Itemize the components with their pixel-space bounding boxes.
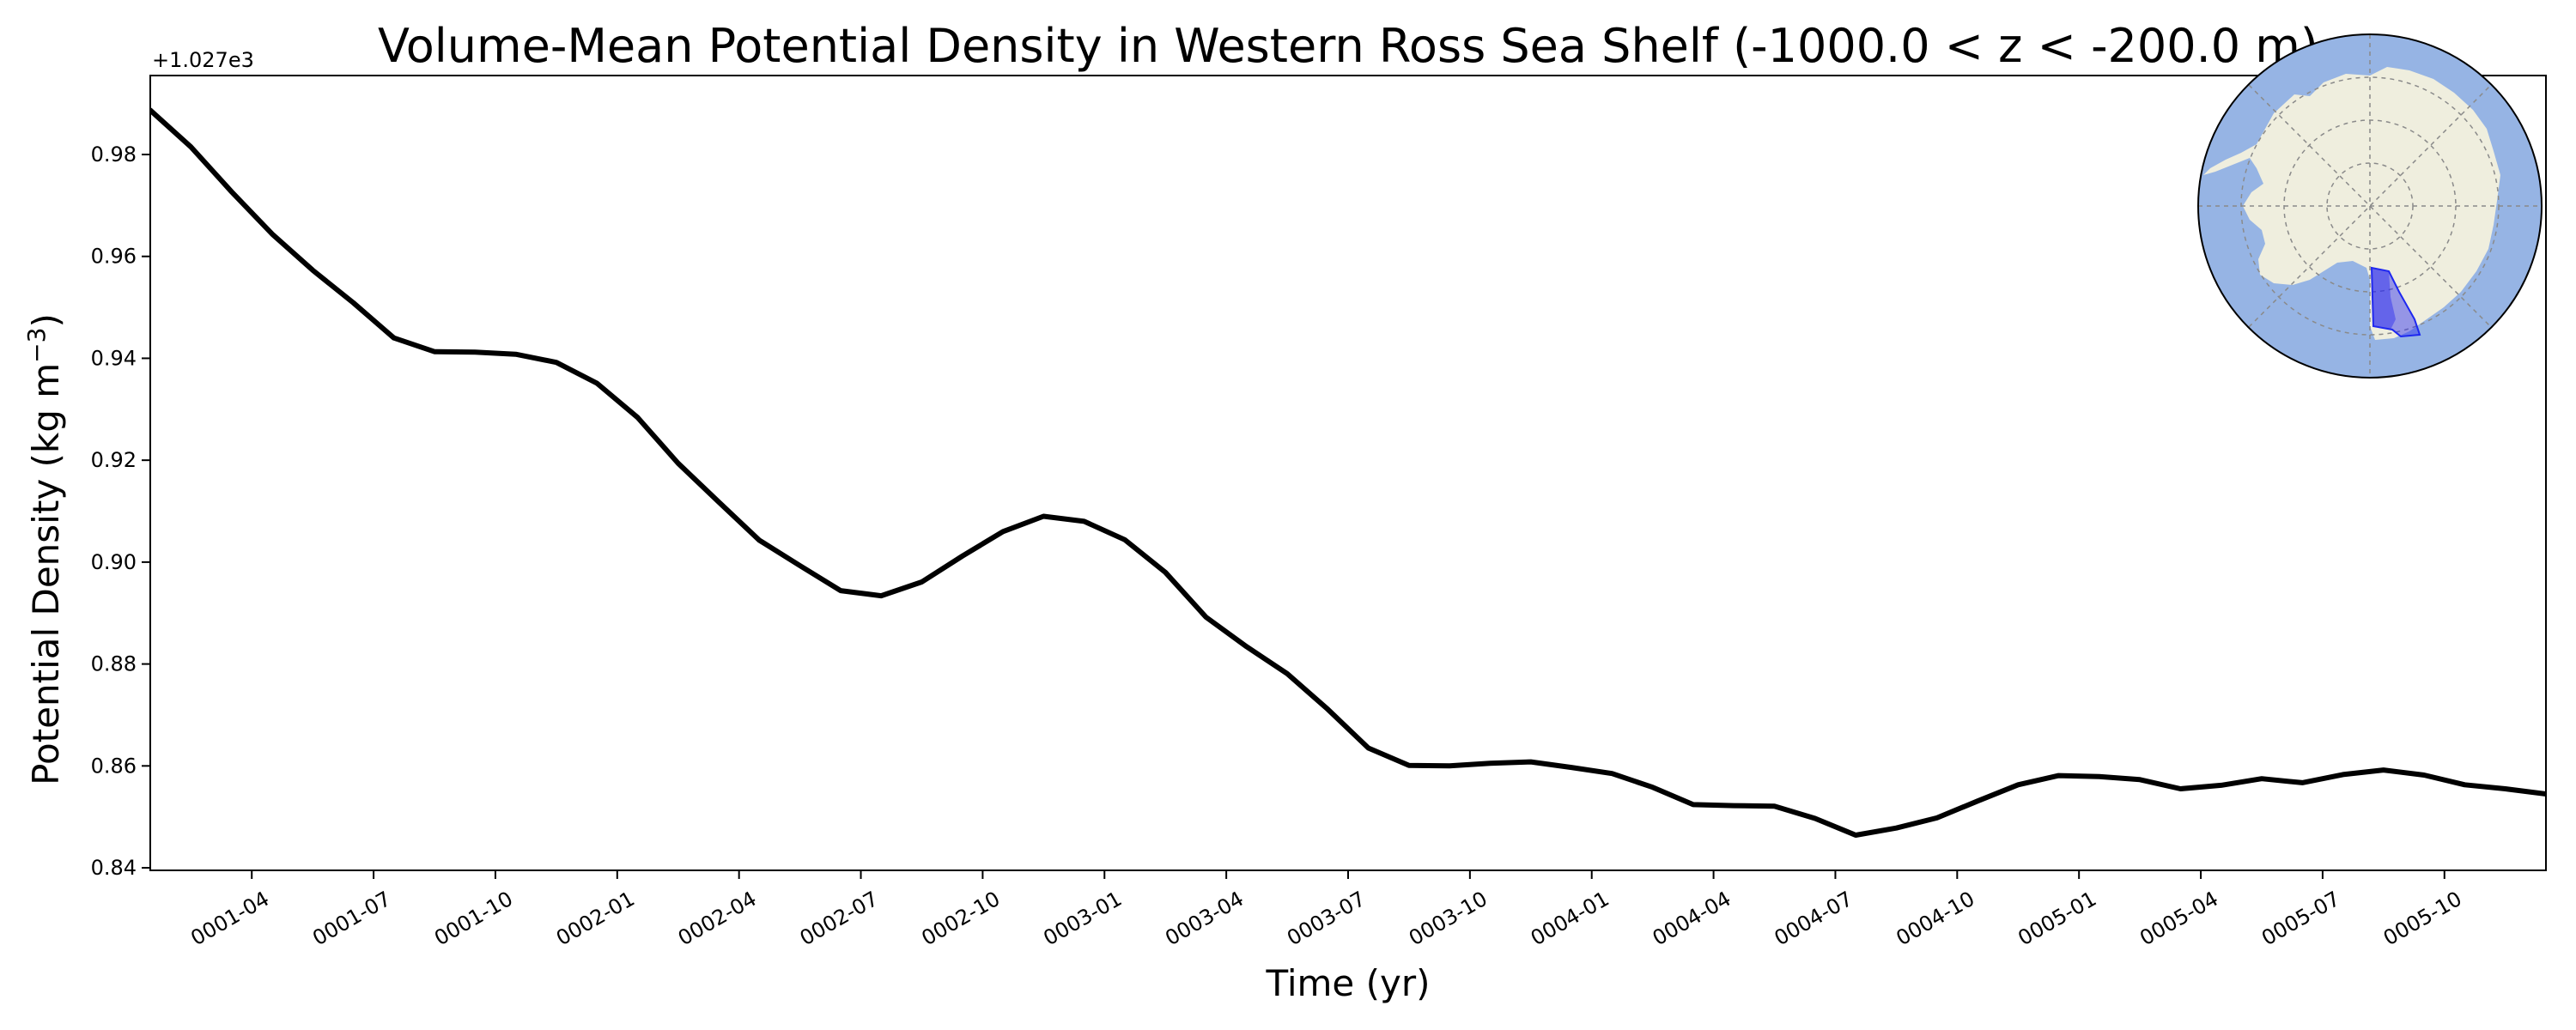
y-tick-label: 0.94 bbox=[91, 346, 137, 370]
y-tick-label: 0.90 bbox=[91, 550, 137, 574]
y-axis-label: Potential Density (kg m−3) bbox=[22, 313, 67, 785]
y-tick-label: 0.92 bbox=[91, 448, 137, 472]
plot-area bbox=[149, 75, 2547, 871]
x-tick-label: 0005-04 bbox=[2136, 887, 2222, 950]
x-tick-label: 0004-01 bbox=[1527, 887, 1613, 950]
x-tick-label: 0003-07 bbox=[1283, 887, 1370, 950]
x-tick-label: 0003-10 bbox=[1405, 887, 1492, 950]
y-axis-label-close: ) bbox=[25, 313, 67, 327]
x-tick-label: 0001-07 bbox=[308, 887, 395, 950]
x-tick-label: 0001-10 bbox=[430, 887, 517, 950]
x-tick-label: 0002-07 bbox=[796, 887, 883, 950]
x-tick-label: 0002-01 bbox=[552, 887, 639, 950]
y-tick-label: 0.88 bbox=[91, 652, 137, 676]
y-offset-label: +1.027e3 bbox=[152, 48, 254, 72]
chart-title: Volume-Mean Potential Density in Western… bbox=[378, 19, 2318, 73]
x-tick-label: 0004-10 bbox=[1892, 887, 1978, 950]
x-tick-label: 0003-04 bbox=[1161, 887, 1248, 950]
x-tick-label: 0002-04 bbox=[674, 887, 761, 950]
y-tick-label: 0.84 bbox=[91, 856, 137, 880]
y-axis: 0.84 0.86 0.88 0.90 0.92 0.94 0.96 0.98 bbox=[91, 142, 150, 880]
x-tick-label: 0002-10 bbox=[918, 887, 1005, 950]
x-axis-label: Time (yr) bbox=[1265, 962, 1430, 1004]
inset-map bbox=[2197, 33, 2543, 379]
x-tick-label: 0004-07 bbox=[1771, 887, 1857, 950]
y-tick-label: 0.98 bbox=[91, 142, 137, 167]
x-tick-label: 0001-04 bbox=[186, 887, 273, 950]
inset-graticule bbox=[2198, 34, 2542, 378]
x-tick-label: 0005-01 bbox=[2014, 887, 2100, 950]
inset-border bbox=[2197, 33, 2543, 379]
inset-antarctic-peninsula bbox=[2203, 144, 2257, 175]
y-tick-label: 0.96 bbox=[91, 245, 137, 269]
x-tick-label: 0005-10 bbox=[2379, 887, 2466, 950]
x-tick-label: 0005-07 bbox=[2257, 887, 2344, 950]
x-tick-label: 0004-04 bbox=[1649, 887, 1735, 950]
y-axis-label-exponent: −3 bbox=[22, 328, 51, 363]
y-axis-label-main: Potential Density (kg m bbox=[25, 363, 67, 785]
y-tick-label: 0.86 bbox=[91, 754, 137, 778]
inset-region-shelf bbox=[2372, 268, 2396, 330]
x-axis: 0001-04 0001-07 0001-10 0002-01 0002-04 0002-… bbox=[186, 870, 2466, 950]
inset-region-highlight bbox=[2370, 266, 2421, 338]
density-series-line bbox=[150, 107, 2546, 838]
x-tick-label: 0003-01 bbox=[1039, 887, 1126, 950]
